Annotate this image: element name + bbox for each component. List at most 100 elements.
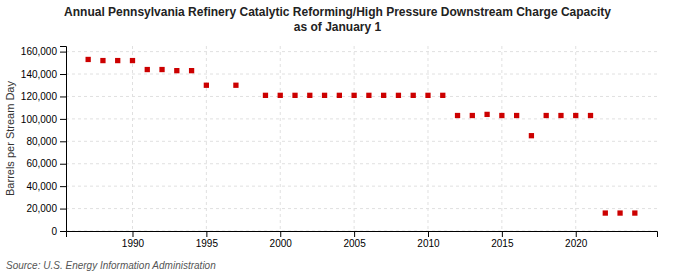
- point: [544, 113, 549, 118]
- points: [86, 57, 638, 216]
- grid-line-x: [427, 46, 428, 231]
- point: [617, 210, 622, 215]
- y-tick-label: 40,000: [26, 181, 57, 192]
- y-tick: 140,000: [21, 69, 66, 80]
- x-tick: 1990: [122, 231, 145, 249]
- title-line: as of January 1: [294, 20, 382, 34]
- y-tick-mark: [60, 52, 66, 53]
- point: [322, 93, 327, 98]
- source: Source: U.S. Energy Information Administ…: [6, 260, 216, 271]
- y-tick-mark: [60, 164, 66, 165]
- point: [455, 113, 460, 118]
- plot-area: 1990 1995 2000 2005 2010 2015 2020 0 20,000 40,00…: [21, 46, 658, 249]
- y-tick: 60,000: [26, 158, 66, 169]
- point: [100, 58, 105, 63]
- point: [425, 93, 430, 98]
- grid-line-y: [66, 96, 657, 97]
- y-tick: 0: [51, 226, 66, 237]
- title-line: Annual Pennsylvania Refinery Catalytic R…: [64, 5, 611, 19]
- point: [499, 113, 504, 118]
- chart: 1990 1995 2000 2005 2010 2015 2020 0 20,000 40,00…: [0, 0, 675, 275]
- point: [130, 58, 135, 63]
- x-tick-mark: [576, 231, 577, 237]
- point: [366, 93, 371, 98]
- x-tick: 1995: [196, 231, 219, 249]
- y-axis: 0 20,000 40,000 60,000 80,000 100,000 120,000 1…: [21, 46, 67, 236]
- y-tick-mark: [60, 141, 66, 142]
- point: [337, 93, 342, 98]
- point: [278, 93, 283, 98]
- point: [145, 67, 150, 72]
- point: [204, 83, 209, 88]
- point: [470, 113, 475, 118]
- x-tick-label: 2015: [491, 238, 514, 249]
- y-tick: 20,000: [26, 203, 66, 214]
- point: [411, 93, 416, 98]
- point: [86, 57, 91, 62]
- x-tick-mark: [132, 231, 133, 237]
- x-tick-label: 2005: [343, 238, 366, 249]
- x-tick: 2020: [565, 231, 588, 249]
- y-axis-line: [60, 47, 67, 232]
- x-tick-label: 2000: [270, 238, 293, 249]
- point: [484, 112, 489, 117]
- y-tick-label: 0: [51, 226, 57, 237]
- grid-line-y: [66, 186, 657, 187]
- x-tick-mark: [280, 231, 281, 237]
- grid-line-x: [280, 46, 281, 231]
- x-tick-mark: [354, 231, 355, 237]
- x-tick-mark: [502, 231, 503, 237]
- y-tick: 40,000: [26, 181, 66, 192]
- y-tick: 80,000: [26, 136, 66, 147]
- point: [189, 68, 194, 73]
- grid-line-y: [66, 118, 657, 119]
- point: [573, 113, 578, 118]
- point: [307, 93, 312, 98]
- grid: [66, 46, 657, 231]
- x-tick-mark: [428, 231, 429, 237]
- x-axis: 1990 1995 2000 2005 2010 2015 2020: [67, 231, 658, 249]
- point: [588, 113, 593, 118]
- x-tick-label: 2010: [417, 238, 440, 249]
- y-tick-mark: [60, 74, 66, 75]
- point: [292, 93, 297, 98]
- grid-line-y: [66, 163, 657, 164]
- point: [233, 83, 238, 88]
- y-tick-label: 140,000: [21, 69, 58, 80]
- y-tick: 160,000: [21, 46, 66, 57]
- point: [159, 67, 164, 72]
- x-tick-label: 2020: [565, 238, 588, 249]
- grid-line-x: [132, 46, 133, 231]
- y-tick-mark: [60, 96, 66, 97]
- y-tick-label: 160,000: [21, 46, 58, 57]
- point: [632, 210, 637, 215]
- y-tick-label: 120,000: [21, 91, 58, 102]
- y-tick-label: 60,000: [26, 158, 57, 169]
- grid-line-x: [206, 46, 207, 231]
- grid-line-x: [501, 46, 502, 231]
- point: [514, 113, 519, 118]
- title: Annual Pennsylvania Refinery Catalytic R…: [64, 5, 611, 34]
- y-tick-label: 80,000: [26, 136, 57, 147]
- point: [603, 210, 608, 215]
- y-tick-mark: [60, 186, 66, 187]
- x-tick-label: 1990: [122, 238, 145, 249]
- point: [381, 93, 386, 98]
- x-tick: 2010: [417, 231, 440, 249]
- x-tick: 2005: [343, 231, 366, 249]
- x-tick: 2000: [270, 231, 293, 249]
- y-tick-label: 100,000: [21, 114, 58, 125]
- point: [115, 58, 120, 63]
- point: [263, 93, 268, 98]
- point: [174, 68, 179, 73]
- y-tick-mark: [60, 209, 66, 210]
- y-tick: 100,000: [21, 114, 66, 125]
- y-tick-mark: [60, 119, 66, 120]
- point: [529, 133, 534, 138]
- grid-line-x: [354, 46, 355, 231]
- point: [558, 113, 563, 118]
- point: [396, 93, 401, 98]
- grid-line-y: [66, 51, 657, 52]
- y-tick: 120,000: [21, 91, 66, 102]
- y-tick-mark: [60, 231, 66, 232]
